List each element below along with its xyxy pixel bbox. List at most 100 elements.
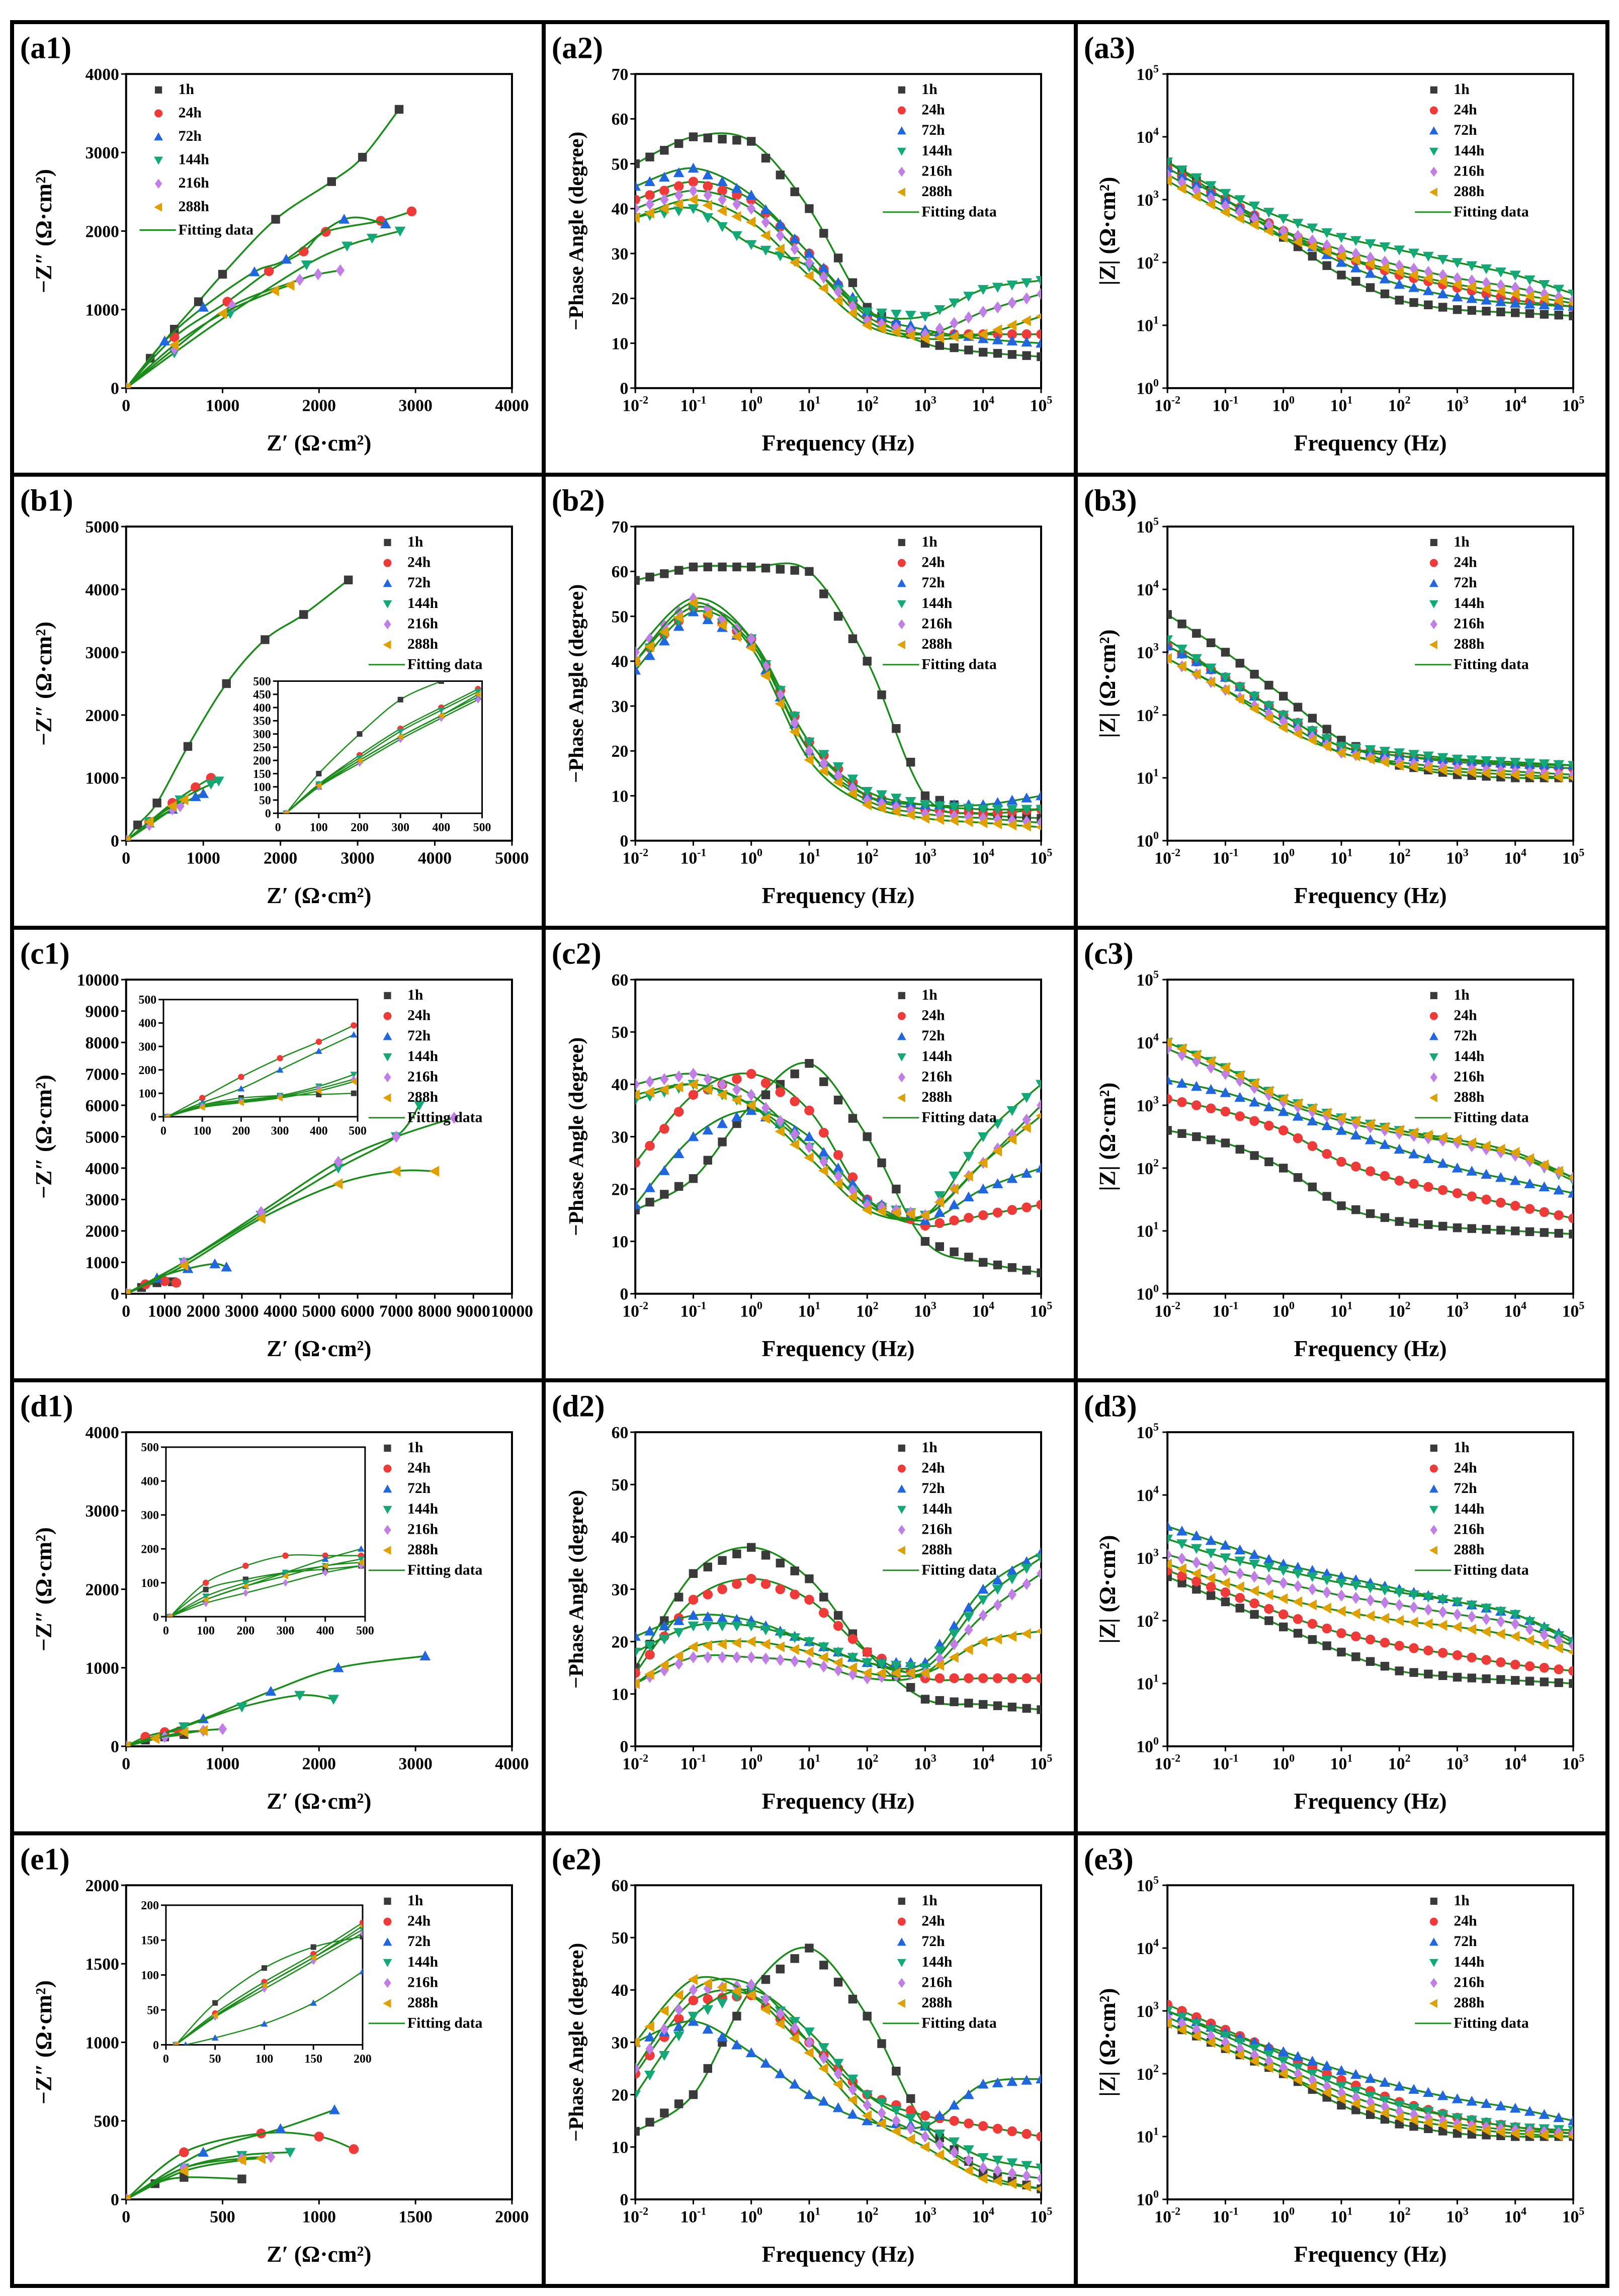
inset-data-point-288h [356, 757, 363, 764]
data-point-288h [1437, 1620, 1447, 1631]
data-point-144h [673, 2031, 685, 2041]
data-point-288h [891, 806, 901, 818]
data-point-1h [1007, 1703, 1017, 1712]
y-axis: 0100020003000400050006000700080009000100… [77, 971, 126, 1303]
data-point-216h [950, 2146, 959, 2158]
data-point-72h [281, 253, 292, 264]
data-point-288h [1567, 2133, 1573, 2140]
y-tick-label: 2000 [86, 222, 119, 241]
data-point-24h [978, 1210, 988, 1220]
data-point-216h [732, 1651, 741, 1664]
data-point-1h [635, 2127, 640, 2136]
data-point-144h [963, 1612, 975, 1623]
data-point-144h [789, 1633, 801, 1643]
y-tick-label: 0 [111, 1285, 119, 1303]
data-point-288h [149, 1733, 159, 1744]
legend-label-fit: Fitting data [1454, 204, 1528, 220]
x-tick-label: 100 [740, 2204, 763, 2226]
data-point-1h [1235, 1604, 1244, 1613]
data-point-24h [790, 1096, 800, 1106]
data-point-144h [1220, 673, 1231, 683]
y-axis-label: −Z″ (Ω·cm²) [31, 1980, 56, 2104]
data-point-1h [222, 679, 231, 688]
x-tick-label: 9000 [457, 1302, 490, 1320]
data-point-24h [964, 1673, 974, 1684]
data-point-72h [644, 1626, 656, 1636]
data-point-24h [1437, 1648, 1448, 1658]
series-72h [126, 2104, 340, 2199]
data-point-144h [934, 305, 946, 315]
data-point-288h [673, 1989, 684, 2001]
x-tick-label: 105 [1562, 393, 1584, 415]
legend-label-72h: 72h [922, 575, 946, 591]
x-tick-label: 104 [972, 393, 995, 415]
data-point-288h [688, 1641, 698, 1653]
data-point-1h [848, 634, 858, 644]
data-point-24h [1176, 1571, 1187, 1581]
data-point-288h [1176, 661, 1186, 672]
legend-item-fit: Fitting data [1414, 657, 1529, 673]
legend-label-288h: 288h [922, 1089, 953, 1105]
fit-line-144h [1167, 2010, 1573, 2131]
data-point-1h [1221, 1138, 1230, 1147]
data-point-144h [1480, 1604, 1492, 1614]
inset-data-point-288h [315, 1087, 322, 1095]
data-point-72h [659, 1165, 670, 1175]
data-point-24h [1007, 1205, 1017, 1215]
data-point-288h [1006, 820, 1017, 831]
data-point-216h [805, 745, 814, 757]
y-tick-label: 1000 [86, 1254, 119, 1272]
data-point-72h [992, 1574, 1003, 1585]
data-point-1h [761, 1551, 771, 1560]
data-point-1h [1409, 1668, 1418, 1677]
data-point-72h [862, 2115, 873, 2125]
inset-data-point-216h [316, 1085, 322, 1093]
data-point-144h [702, 1621, 714, 1632]
inset-y-tick-label: 500 [138, 994, 156, 1007]
x-tick-label: 100 [1272, 1299, 1295, 1320]
data-point-72h [1524, 298, 1536, 309]
legend-marker-72h [1429, 579, 1438, 587]
data-point-288h [731, 1637, 741, 1649]
data-point-24h [1007, 2126, 1017, 2136]
series-144h [635, 1553, 1042, 1673]
x-tick-label: 10-2 [623, 846, 649, 868]
plot-frame [1166, 1884, 1574, 2200]
data-point-1h [1007, 1263, 1017, 1272]
data-point-1h [1322, 725, 1331, 734]
fit-line-144h [126, 1694, 334, 1747]
legend-marker-72h [1429, 126, 1438, 135]
data-point-1h [935, 1696, 945, 1705]
legend-label-1h: 1h [179, 81, 195, 98]
data-point-288h [1466, 767, 1476, 778]
inset-data-point-24h [202, 1579, 209, 1586]
inset-data-point-288h [237, 1099, 244, 1106]
data-point-144h [1006, 280, 1018, 291]
inset-fit-line-144h [167, 1074, 354, 1117]
data-point-1h [747, 563, 756, 572]
inset-y-tick-label: 250 [253, 742, 271, 755]
y-tick-label: 30 [612, 245, 629, 263]
data-point-72h [265, 1686, 277, 1696]
data-point-1h [892, 2066, 901, 2076]
y-tick-label: 100 [1136, 2187, 1159, 2209]
data-point-1h [1264, 1616, 1273, 1625]
legend-marker-216h [898, 1072, 906, 1083]
data-point-144h [205, 780, 217, 790]
inset-data-point-288h [199, 1104, 205, 1111]
legend-item-fit: Fitting data [1414, 1110, 1529, 1126]
data-point-1h [169, 324, 179, 334]
data-point-288h [978, 817, 988, 829]
panel-d3: (d3) 10-2 10-1 100 101 102 103 104 105 100 101 102 1… [1077, 1382, 1605, 1831]
inset-y-tick-label: 450 [253, 689, 271, 702]
data-point-1h [950, 343, 959, 352]
data-point-1h [1423, 1220, 1433, 1229]
data-point-72h [1335, 2065, 1347, 2075]
data-point-1h [964, 1253, 973, 1262]
data-point-216h [180, 1256, 189, 1269]
data-point-144h [891, 2105, 902, 2116]
inset-data-point-216h [261, 1985, 267, 1993]
data-point-72h [1205, 1084, 1217, 1094]
data-point-24h [847, 1172, 858, 1182]
